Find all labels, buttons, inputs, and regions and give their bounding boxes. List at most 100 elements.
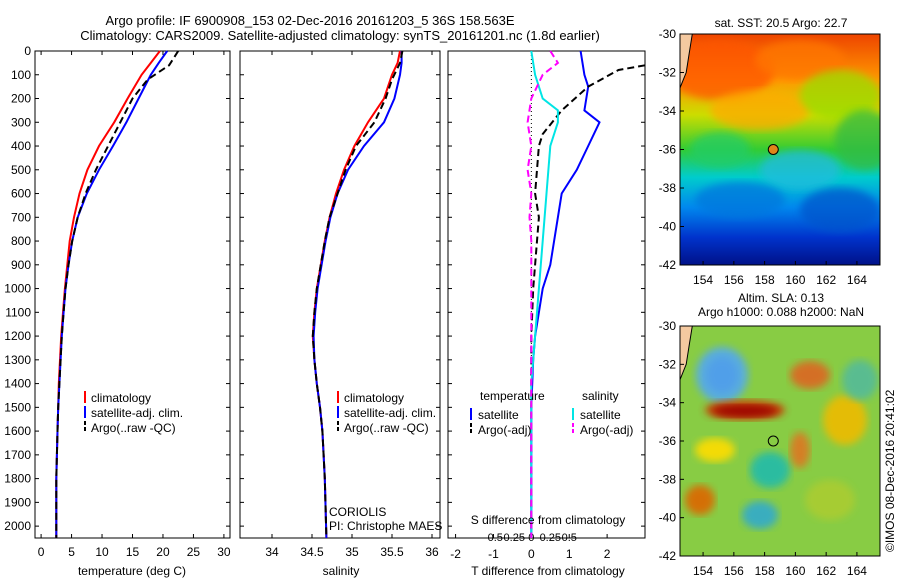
- salinity-axis-label: salinity: [322, 564, 360, 578]
- x-tick-label: 35.5: [380, 545, 404, 559]
- legend-label: satellite-adj. clim.: [344, 406, 436, 420]
- legend-label: Argo(..raw -QC): [91, 421, 176, 435]
- lat-tick-label: -42: [659, 258, 677, 272]
- legend-label: satellite: [478, 408, 519, 422]
- annotation-pi: PI: Christophe MAES: [329, 519, 443, 533]
- lon-tick-label: 160: [785, 564, 805, 578]
- sst-patch: [690, 132, 750, 168]
- y-tick-label: 1400: [4, 377, 31, 391]
- lat-tick-label: -32: [659, 66, 677, 80]
- panel-2: 34 34.5 35 35.5 36 climatologysatellite-adj. …: [239, 50, 441, 559]
- y-tick-label: 400: [11, 139, 31, 153]
- lat-tick-label: -36: [659, 434, 677, 448]
- legend-label: satellite-adj. clim.: [91, 406, 183, 420]
- legend-label: climatology: [344, 391, 404, 405]
- lon-tick-label: 154: [693, 273, 713, 287]
- sla-patch: [805, 480, 855, 520]
- sst-patch: [680, 40, 775, 100]
- x-tick-label: 1: [566, 547, 573, 561]
- lon-tick-label: 160: [785, 273, 805, 287]
- series-line-argo-adj-: [530, 64, 646, 538]
- y-tick-label: 500: [11, 163, 31, 177]
- y-tick-label: 1600: [4, 424, 31, 438]
- lon-tick-label: 162: [816, 564, 836, 578]
- x-tick-label: 15: [126, 545, 140, 559]
- lon-tick-label: 158: [755, 564, 775, 578]
- panel-frame: [239, 50, 441, 539]
- sla-patch: [842, 360, 878, 400]
- x-tick-label: 35: [345, 545, 359, 559]
- y-tick-label: 2000: [4, 519, 31, 533]
- temperature-axis-label: temperature (deg C): [77, 564, 187, 578]
- y-tick-label: 0: [24, 44, 31, 58]
- y-tick-label: 1500: [4, 400, 31, 414]
- lon-tick-label: 158: [755, 273, 775, 287]
- lon-tick-label: 164: [847, 564, 867, 578]
- x-tick-label: -1: [488, 547, 499, 561]
- x-tick-label: 0: [38, 545, 45, 559]
- s-tick-label: -0.5: [484, 532, 503, 544]
- legend-title-salinity: salinity: [582, 389, 619, 403]
- y-tick-label: 1700: [4, 448, 31, 462]
- figure-title-line2: Climatology: CARS2009. Satellite-adjuste…: [80, 28, 600, 43]
- y-tick-label: 800: [11, 234, 31, 248]
- sla-map-title: Altim. SLA: 0.13: [737, 291, 825, 305]
- y-tick-label: 1200: [4, 329, 31, 343]
- lat-tick-label: -42: [659, 549, 677, 563]
- sla-patch: [685, 485, 715, 515]
- sla-patch: [750, 452, 790, 488]
- y-tick-label: 700: [11, 210, 31, 224]
- sla-map-field: [680, 326, 880, 556]
- panel-1: 0100200300400500600700800900100011001200…: [4, 44, 231, 559]
- sla-map-subtitle: Argo h1000: 0.088 h2000: NaN: [697, 305, 865, 319]
- x-tick-label: 34: [265, 545, 279, 559]
- x-tick-label: 25: [187, 545, 201, 559]
- s-diff-axis-label: S difference from climatology: [470, 513, 626, 527]
- lat-tick-label: -30: [659, 319, 677, 333]
- sst-patch: [835, 110, 880, 170]
- legend-title-temperature: temperature: [480, 389, 545, 403]
- sst-patch: [755, 40, 845, 80]
- panel-frame: [34, 50, 231, 539]
- y-tick-label: 1100: [5, 305, 31, 319]
- legend-label: Argo(-adj): [580, 423, 633, 437]
- y-tick-label: 100: [11, 68, 31, 82]
- lat-tick-label: -38: [659, 181, 677, 195]
- y-tick-label: 1000: [4, 282, 31, 296]
- y-tick-label: 1300: [4, 353, 31, 367]
- lat-tick-label: -30: [659, 27, 677, 41]
- x-tick-label: 5: [68, 545, 75, 559]
- legend-label: climatology: [91, 391, 151, 405]
- plot-panels: 0100200300400500600700800900100011001200…: [4, 44, 646, 561]
- sla-patch: [695, 438, 735, 462]
- x-tick-label: 36: [425, 545, 439, 559]
- y-tick-label: 1800: [4, 472, 31, 486]
- lon-tick-label: 164: [847, 273, 867, 287]
- x-tick-label: 30: [217, 545, 231, 559]
- x-tick-label: 34.5: [300, 545, 324, 559]
- legend-label: satellite: [580, 408, 621, 422]
- series-line-satellite-adj-clim-: [312, 51, 403, 539]
- sst-patch: [800, 188, 880, 232]
- sla-patch: [713, 405, 777, 417]
- lon-tick-label: 154: [693, 564, 713, 578]
- y-tick-label: 200: [11, 92, 31, 106]
- sla-patch: [790, 432, 810, 468]
- lat-tick-label: -32: [659, 357, 677, 371]
- sla-map: 154 156 158 160 162 164 -30 -32 -34 -36 -38 -40 -42: [659, 319, 881, 578]
- x-tick-label: 10: [95, 545, 109, 559]
- sst-map: 154 156 158 160 162 164 -30 -32 -34 -36 -38 -40 -42: [659, 27, 881, 287]
- sla-patch: [790, 361, 830, 389]
- legend-label: Argo(-adj): [478, 423, 531, 437]
- argo-position-marker: [767, 435, 779, 447]
- sst-map-field: [680, 34, 880, 265]
- series-line-argo-raw-qc-: [55, 50, 180, 538]
- sla-patch: [742, 501, 778, 529]
- x-tick-label: 2: [604, 547, 611, 561]
- lon-tick-label: 162: [816, 273, 836, 287]
- series-line-satellite: [530, 50, 559, 538]
- credit-text: ©IMOS 08-Dec-2016 20:41:02: [883, 389, 897, 552]
- y-tick-label: 900: [11, 258, 31, 272]
